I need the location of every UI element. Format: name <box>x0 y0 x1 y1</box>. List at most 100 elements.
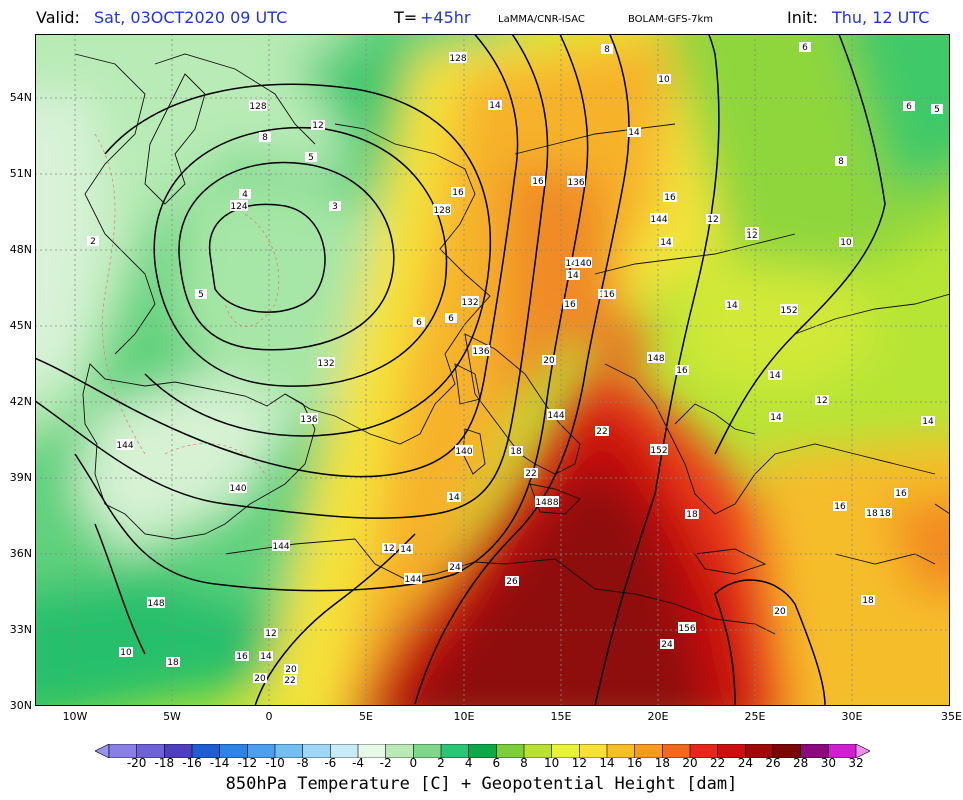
height-label: 128 <box>249 100 267 112</box>
svg-text:22: 22 <box>284 676 295 686</box>
height-label: 136 <box>567 176 585 188</box>
temp-label: 24 <box>448 562 462 573</box>
svg-text:18: 18 <box>167 658 179 668</box>
height-label: 152 <box>650 444 668 456</box>
temp-label: 18 <box>861 595 875 606</box>
colorbar-min-triangle <box>95 744 110 758</box>
svg-text:4: 4 <box>242 190 248 200</box>
temp-label: 22 <box>595 426 609 437</box>
height-label: 140 <box>574 257 592 269</box>
colorbar-tick-label: 24 <box>737 756 753 770</box>
temp-label: 16 <box>563 299 577 310</box>
temp-label: 14 <box>488 100 502 111</box>
svg-text:20: 20 <box>774 607 786 617</box>
temp-label: 4 <box>239 189 251 200</box>
svg-text:16: 16 <box>564 300 576 310</box>
height-label: 144 <box>404 573 422 585</box>
source-label: LaMMA/CNR-ISAC <box>498 14 585 25</box>
temp-label: 14 <box>447 492 461 503</box>
svg-text:14: 14 <box>400 545 412 555</box>
lon-label: 5W <box>163 710 181 723</box>
svg-text:12: 12 <box>746 231 757 241</box>
svg-text:20: 20 <box>285 665 297 675</box>
lon-label: 35E <box>941 710 962 723</box>
svg-text:148: 148 <box>147 599 164 609</box>
height-label: 148 <box>647 352 665 364</box>
svg-text:3: 3 <box>332 202 338 212</box>
height-label: 148 <box>147 597 165 609</box>
svg-text:18: 18 <box>866 509 878 519</box>
temp-label: 18 <box>509 446 523 457</box>
temp-label: 6 <box>445 313 457 324</box>
model-label: BOLAM-GFS-7km <box>628 14 713 25</box>
svg-text:148: 148 <box>535 498 552 508</box>
temp-label: 10 <box>839 237 853 248</box>
temp-label: 14 <box>566 270 580 281</box>
svg-text:14: 14 <box>922 417 934 427</box>
svg-text:16: 16 <box>236 652 248 662</box>
temp-label: 8 <box>259 132 271 143</box>
svg-text:16: 16 <box>676 366 688 376</box>
svg-text:26: 26 <box>506 577 518 587</box>
map-canvas: 128 124 128 132 136 136 140 140 140 144 … <box>35 34 950 706</box>
temp-label: 5 <box>931 104 943 115</box>
lon-label: 10E <box>453 710 475 723</box>
height-label: 140 <box>229 482 247 494</box>
temp-label: 14 <box>259 651 273 662</box>
colorbar-tick-label: -12 <box>237 756 258 770</box>
colorbar-tick-label: 16 <box>627 756 643 770</box>
svg-text:144: 144 <box>272 542 289 552</box>
colorbar-tick-label: 28 <box>793 756 809 770</box>
colorbar-tick-label: 8 <box>520 756 528 770</box>
valid-value: Sat, 03OCT2020 09 UTC <box>94 8 288 27</box>
temp-label: 3 <box>329 201 341 212</box>
svg-text:18: 18 <box>879 509 891 519</box>
colorbar-tick-label: 30 <box>820 756 836 770</box>
colorbar-tick-label: -2 <box>379 756 392 770</box>
temp-label: 16 <box>663 192 677 203</box>
svg-text:16: 16 <box>895 489 907 499</box>
lat-label: 42N <box>9 395 32 408</box>
svg-text:12: 12 <box>312 121 323 131</box>
svg-text:148: 148 <box>647 354 664 364</box>
svg-text:2: 2 <box>90 237 96 247</box>
svg-text:20: 20 <box>254 674 266 684</box>
temp-label: 20 <box>773 606 787 617</box>
temp-label: 20 <box>284 664 298 675</box>
lead-value: +45hr <box>420 8 471 27</box>
svg-text:136: 136 <box>567 178 584 188</box>
svg-text:24: 24 <box>661 640 673 650</box>
svg-text:16: 16 <box>532 177 544 187</box>
colorbar-tick-label: -20 <box>126 756 147 770</box>
temp-label: 5 <box>305 152 317 163</box>
temp-label: 14 <box>399 544 413 555</box>
colorbar-tick-label: -4 <box>352 756 364 770</box>
svg-text:14: 14 <box>769 371 781 381</box>
temp-label: 14 <box>627 127 641 138</box>
svg-text:12: 12 <box>707 215 718 225</box>
temp-label: 12 <box>815 395 829 406</box>
weather-map: 128 124 128 132 136 136 140 140 140 144 … <box>35 34 950 706</box>
temp-label: 12 <box>311 120 325 131</box>
height-label: 128 <box>449 52 467 64</box>
svg-text:144: 144 <box>404 575 421 585</box>
svg-text:128: 128 <box>433 206 450 216</box>
colorbar <box>95 744 870 758</box>
lat-label: 54N <box>9 91 32 104</box>
height-labels: 128 124 128 132 136 136 140 140 140 144 … <box>116 52 798 634</box>
svg-text:132: 132 <box>317 359 334 369</box>
temp-label: 6 <box>903 101 915 112</box>
svg-text:132: 132 <box>461 298 478 308</box>
temp-label: 22 <box>283 675 297 686</box>
temp-label: 22 <box>524 468 538 479</box>
height-label: 144 <box>547 409 565 421</box>
colorbar-max-triangle <box>855 744 870 758</box>
lat-label: 30N <box>9 699 32 712</box>
svg-text:8: 8 <box>262 133 268 143</box>
temp-label: 14 <box>725 300 739 311</box>
svg-text:22: 22 <box>525 469 536 479</box>
temp-label: 16 <box>602 289 616 300</box>
colorbar-tick-label: -10 <box>265 756 285 770</box>
svg-text:5: 5 <box>308 153 314 163</box>
temp-label: 16 <box>833 501 847 512</box>
